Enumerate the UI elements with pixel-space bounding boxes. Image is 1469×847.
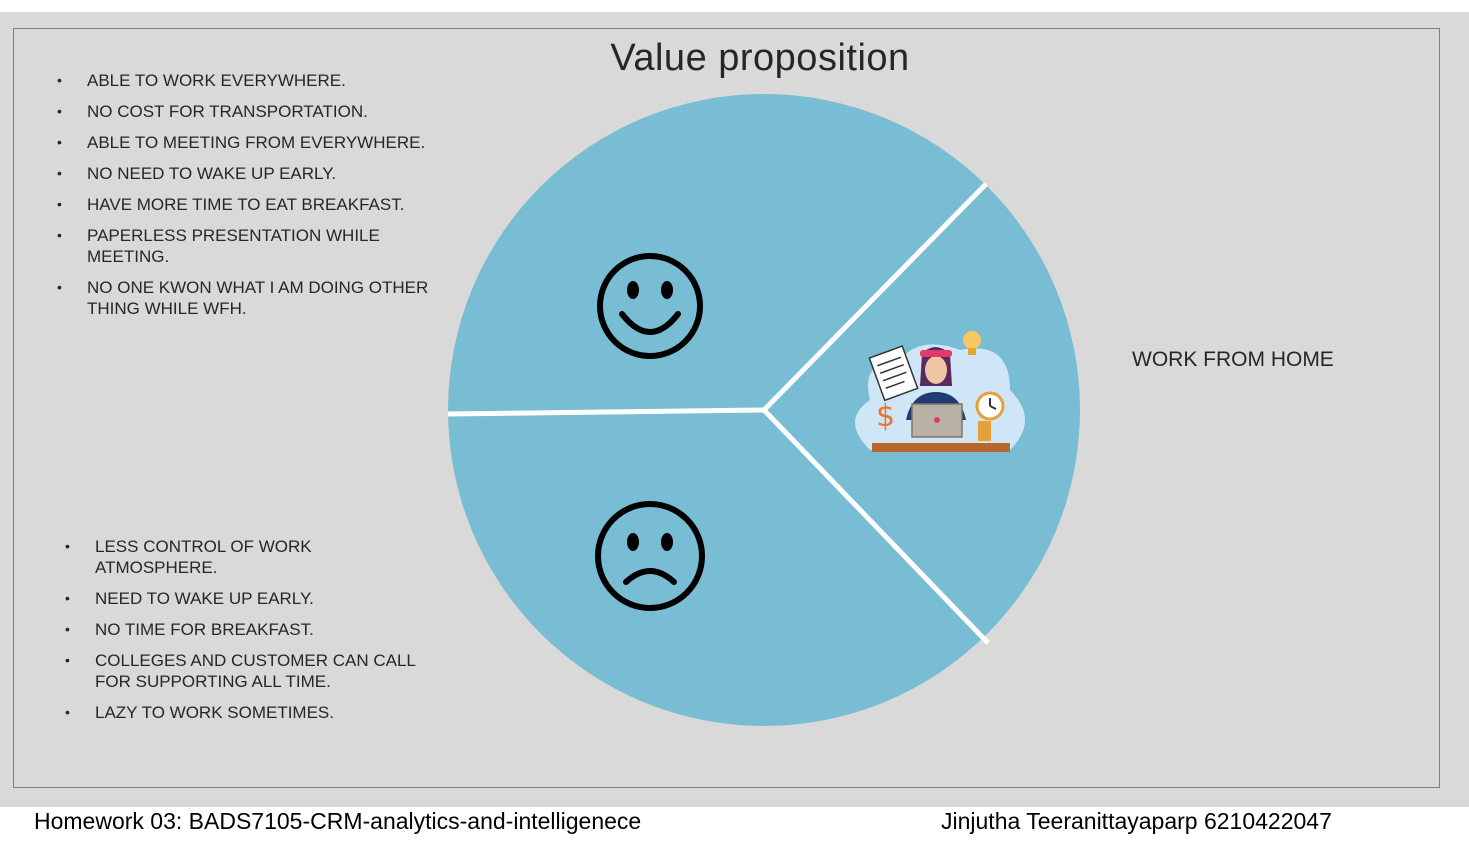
pie-divider xyxy=(762,408,990,645)
slide-frame xyxy=(13,28,1440,788)
pros-item: NO ONE KWON WHAT I AM DOING OTHER THING … xyxy=(53,277,433,319)
pros-item: ABLE TO MEETING FROM EVERYWHERE. xyxy=(53,132,433,153)
work-from-home-illustration: $ xyxy=(855,331,1025,452)
pros-item: ABLE TO WORK EVERYWHERE. xyxy=(53,70,433,91)
cons-list: LESS CONTROL OF WORK ATMOSPHERE. NEED TO… xyxy=(61,536,431,733)
pros-item: HAVE MORE TIME TO EAT BREAKFAST. xyxy=(53,194,433,215)
cons-item: NO TIME FOR BREAKFAST. xyxy=(61,619,431,640)
slide-title: Value proposition xyxy=(610,37,910,79)
svg-text:$: $ xyxy=(876,399,895,434)
footer-course: Homework 03: BADS7105-CRM-analytics-and-… xyxy=(34,808,642,834)
value-pie-diagram: $ xyxy=(447,94,1080,726)
cons-item: NEED TO WAKE UP EARLY. xyxy=(61,588,431,609)
happy-face-icon xyxy=(597,253,703,359)
sad-face-icon xyxy=(595,501,705,611)
pie-divider xyxy=(762,182,988,412)
pie-divider xyxy=(447,407,765,417)
cons-item: COLLEGES AND CUSTOMER CAN CALL FOR SUPPO… xyxy=(61,650,431,692)
cons-item: LESS CONTROL OF WORK ATMOSPHERE. xyxy=(61,536,431,578)
pros-list: ABLE TO WORK EVERYWHERE. NO COST FOR TRA… xyxy=(53,70,433,329)
work-from-home-label: WORK FROM HOME xyxy=(1132,348,1334,371)
pros-item: NO NEED TO WAKE UP EARLY. xyxy=(53,163,433,184)
pros-item: PAPERLESS PRESENTATION WHILE MEETING. xyxy=(53,225,433,267)
pros-item: NO COST FOR TRANSPORTATION. xyxy=(53,101,433,122)
cons-item: LAZY TO WORK SOMETIMES. xyxy=(61,702,431,723)
footer-author: Jinjutha Teeranittayaparp 6210422047 xyxy=(941,808,1332,834)
slide: Value proposition ABLE TO WORK EVERYWHER… xyxy=(0,12,1469,807)
